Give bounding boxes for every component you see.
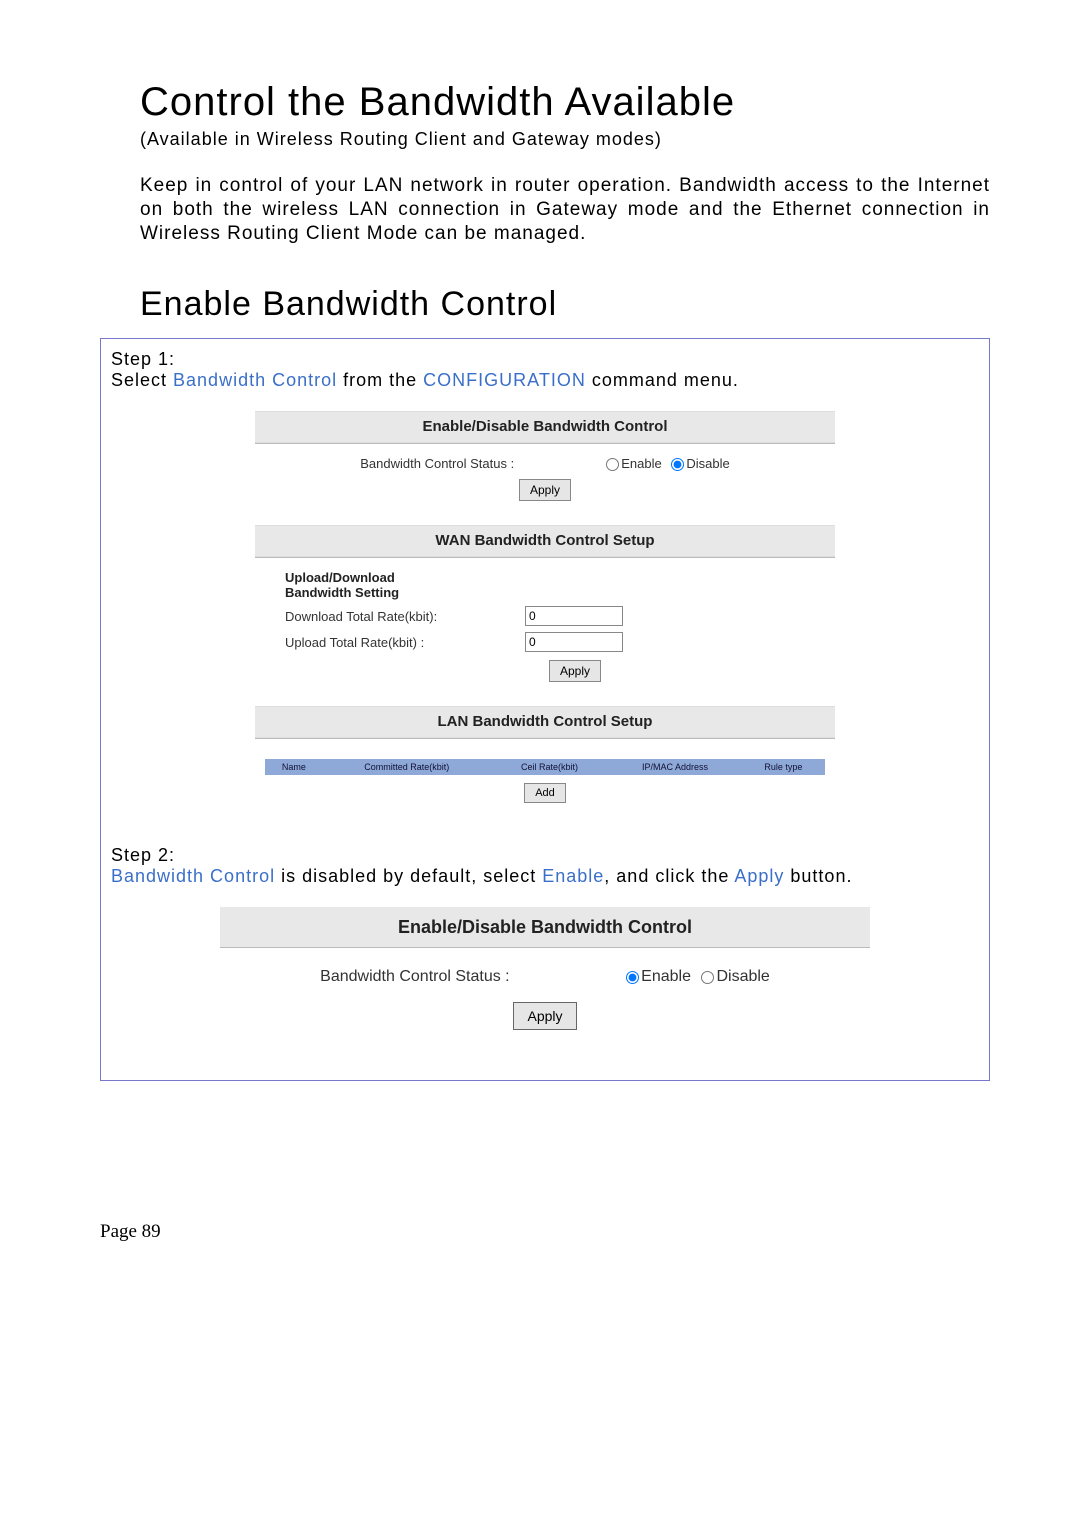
col-ruletype: Rule type — [742, 759, 825, 775]
disable-radio-s2[interactable] — [701, 971, 714, 984]
step1-suffix: command menu. — [586, 370, 739, 390]
step1-label: Step 1: — [111, 349, 979, 370]
panel3-header: LAN Bandwidth Control Setup — [255, 706, 835, 739]
disable-label-s2: Disable — [716, 968, 769, 985]
apply-button-s1p1[interactable]: Apply — [519, 479, 571, 501]
enable-disable-panel-2: Enable/Disable Bandwidth Control Bandwid… — [220, 907, 870, 1050]
section-title: Enable Bandwidth Control — [140, 285, 990, 324]
page-title: Control the Bandwidth Available — [140, 80, 990, 125]
step2-label: Step 2: — [111, 845, 979, 866]
col-name: Name — [265, 759, 323, 775]
enable-radio-s2[interactable] — [626, 971, 639, 984]
panel1-header: Enable/Disable Bandwidth Control — [255, 411, 835, 444]
bandwidth-control-link-2: Bandwidth Control — [111, 866, 275, 886]
step1-mid: from the — [337, 370, 423, 390]
configuration-link: CONFIGURATION — [423, 370, 586, 390]
panel2-header: WAN Bandwidth Control Setup — [255, 525, 835, 558]
upload-rate-label: Upload Total Rate(kbit) : — [285, 635, 525, 650]
upload-rate-input[interactable] — [525, 632, 623, 652]
enable-link: Enable — [542, 866, 604, 886]
disable-radio-s1[interactable] — [671, 458, 684, 471]
bandwidth-status-label: Bandwidth Control Status : — [360, 456, 560, 471]
download-rate-input[interactable] — [525, 606, 623, 626]
lan-rules-table: Name Committed Rate(kbit) Ceil Rate(kbit… — [265, 759, 825, 775]
apply-button-s2[interactable]: Apply — [513, 1002, 577, 1030]
enable-disable-panel: Enable/Disable Bandwidth Control Bandwid… — [255, 411, 835, 515]
bandwidth-control-link: Bandwidth Control — [173, 370, 337, 390]
step2-mid1: is disabled by default, select — [275, 866, 542, 886]
page-number: Page 89 — [100, 1221, 990, 1243]
disable-label-s1: Disable — [686, 456, 729, 471]
lan-bandwidth-panel: LAN Bandwidth Control Setup Name Committ… — [255, 706, 835, 815]
wan-bandwidth-panel: WAN Bandwidth Control Setup Upload/Downl… — [255, 525, 835, 696]
subtitle: (Available in Wireless Routing Client an… — [140, 129, 990, 150]
download-rate-label: Download Total Rate(kbit): — [285, 609, 525, 624]
col-committed: Committed Rate(kbit) — [323, 759, 491, 775]
intro-paragraph: Keep in control of your LAN network in r… — [140, 174, 990, 245]
apply-button-s1p2[interactable]: Apply — [549, 660, 601, 682]
apply-link: Apply — [734, 866, 784, 886]
upload-download-section-label: Upload/DownloadBandwidth Setting — [285, 570, 805, 600]
step2-mid2: , and click the — [604, 866, 734, 886]
table-header-row: Name Committed Rate(kbit) Ceil Rate(kbit… — [265, 759, 825, 775]
panel-s2-header: Enable/Disable Bandwidth Control — [220, 907, 870, 948]
col-ceil: Ceil Rate(kbit) — [491, 759, 608, 775]
step1-text: Select Bandwidth Control from the CONFIG… — [111, 370, 979, 391]
enable-label-s1: Enable — [621, 456, 661, 471]
step2-text: Bandwidth Control is disabled by default… — [111, 866, 979, 887]
enable-label-s2: Enable — [641, 968, 691, 985]
bandwidth-status-label-2: Bandwidth Control Status : — [320, 968, 560, 986]
step1-prefix: Select — [111, 370, 173, 390]
col-ipmac: IP/MAC Address — [608, 759, 742, 775]
enable-radio-s1[interactable] — [606, 458, 619, 471]
step2-suffix: button. — [784, 866, 852, 886]
add-button[interactable]: Add — [524, 783, 566, 803]
step-box: Step 1: Select Bandwidth Control from th… — [100, 338, 990, 1081]
